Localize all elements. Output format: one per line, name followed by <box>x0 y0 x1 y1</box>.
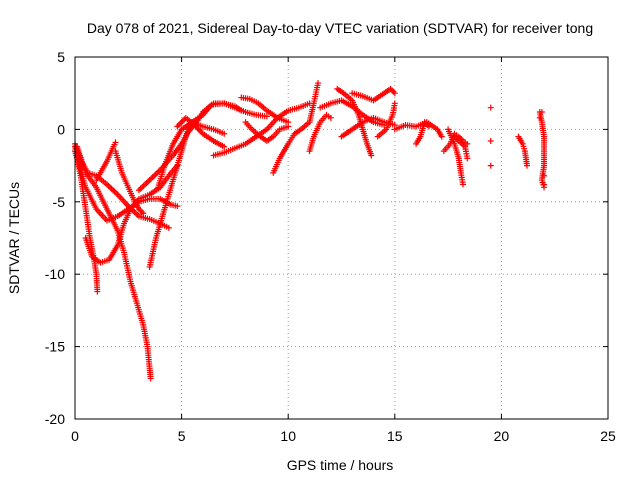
y-tick-label: 5 <box>57 49 65 65</box>
data-point <box>536 114 543 121</box>
data-point <box>391 100 398 107</box>
data-point <box>178 119 185 126</box>
y-tick-label: -20 <box>45 411 65 427</box>
data-point <box>175 122 182 129</box>
axis-ticks: 0 5 10 15 20 25 -20 -15 -10 -5 0 5 <box>45 49 616 444</box>
x-axis-label: GPS time / hours <box>287 457 394 473</box>
data-point <box>177 120 184 127</box>
data-point <box>538 109 545 116</box>
x-tick-label: 5 <box>178 428 186 444</box>
y-tick-label: 0 <box>57 121 65 137</box>
data-point <box>94 288 101 295</box>
data-point <box>180 117 187 124</box>
data-point <box>147 375 154 382</box>
y-tick-label: -5 <box>53 194 66 210</box>
data-point <box>487 104 494 111</box>
data-point <box>238 107 245 114</box>
data-point <box>487 162 494 169</box>
data-point <box>327 114 334 121</box>
data-point <box>140 210 147 217</box>
data-point <box>165 224 172 231</box>
x-tick-label: 25 <box>600 428 616 444</box>
data-point <box>263 113 270 120</box>
data-point <box>391 90 398 97</box>
data-point <box>425 123 432 130</box>
data-point <box>464 155 471 162</box>
data-point <box>112 139 119 146</box>
data-marks <box>72 80 548 382</box>
data-point <box>487 137 494 144</box>
data-point <box>174 203 181 210</box>
y-tick-label: -15 <box>45 339 65 355</box>
chart-title: Day 078 of 2021, Sidereal Day-to-day VTE… <box>87 20 593 36</box>
data-point <box>138 208 145 215</box>
data-point <box>221 143 228 150</box>
data-point <box>541 181 548 188</box>
y-tick-label: -10 <box>45 266 65 282</box>
data-point <box>368 152 375 159</box>
data-point <box>460 181 467 188</box>
data-point <box>221 130 228 137</box>
data-point <box>197 127 204 134</box>
x-tick-label: 10 <box>280 428 296 444</box>
x-tick-label: 20 <box>494 428 510 444</box>
data-point <box>523 162 530 169</box>
data-point <box>438 133 445 140</box>
x-tick-label: 15 <box>387 428 403 444</box>
data-point <box>174 123 181 130</box>
data-point <box>315 80 322 87</box>
data-point <box>285 123 292 130</box>
y-axis-label: SDTVAR / TECUs <box>6 182 22 294</box>
x-tick-label: 0 <box>71 428 79 444</box>
data-point <box>541 172 548 179</box>
plot-frame <box>74 56 609 420</box>
data-point <box>388 87 395 94</box>
